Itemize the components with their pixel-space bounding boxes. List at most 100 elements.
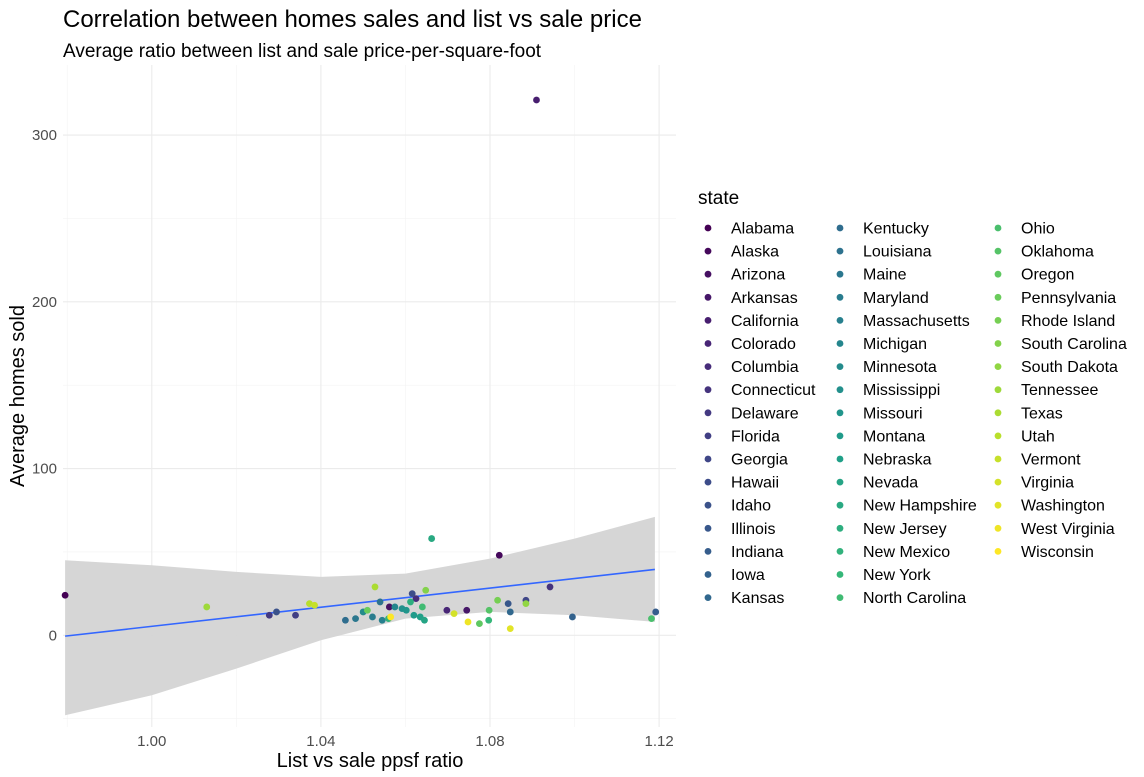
legend-items: Alabama Alaska Arizona Arkansas California Co… <box>704 221 1127 607</box>
y-axis-ticks: 0 100 200 300 <box>32 127 57 644</box>
legend-key <box>994 363 1002 370</box>
confidence-band <box>65 516 655 716</box>
point-pennsylvania <box>363 606 371 614</box>
point-virginia <box>450 610 458 618</box>
legend-key <box>836 432 844 440</box>
legend-label: Montana <box>863 428 925 445</box>
legend-key <box>836 270 844 278</box>
legend-key <box>704 363 712 370</box>
chart-subtitle: Average ratio between list and sale pric… <box>63 41 542 62</box>
point-maine <box>352 615 359 623</box>
legend-key <box>704 432 712 440</box>
legend-key <box>994 548 1002 555</box>
y-tick-label: 300 <box>32 127 57 144</box>
legend-label: South Carolina <box>1021 336 1127 353</box>
legend-key <box>704 409 712 417</box>
legend-key <box>994 317 1002 324</box>
point-rhode-island <box>494 596 501 604</box>
point-kansas <box>506 608 514 616</box>
legend-label: Oklahoma <box>1021 244 1094 261</box>
point-maryland <box>369 613 376 621</box>
legend-key <box>704 571 712 578</box>
legend-label: Illinois <box>731 521 775 538</box>
trend-line-layer <box>65 568 655 637</box>
point-delaware <box>265 611 273 619</box>
x-tick-label: 1.04 <box>306 733 335 750</box>
legend: state Alabama Alaska Arizona Arkansas Califo… <box>698 188 1127 607</box>
point-new-hampshire <box>428 535 436 542</box>
legend-key <box>704 270 712 278</box>
legend-key <box>994 224 1002 232</box>
point-indiana <box>652 608 660 616</box>
legend-label: Connecticut <box>731 382 816 399</box>
legend-label: Washington <box>1021 498 1105 515</box>
legend-label: Vermont <box>1021 452 1081 469</box>
legend-label: New Mexico <box>863 544 950 561</box>
x-axis-ticks: 1.00 1.04 1.08 1.12 <box>137 733 674 750</box>
legend-label: Minnesota <box>863 359 937 376</box>
point-michigan <box>391 603 399 611</box>
legend-key <box>704 548 712 555</box>
legend-key <box>836 409 844 417</box>
legend-label: Nebraska <box>863 452 932 469</box>
point-vermont <box>311 601 318 609</box>
point-missouri <box>402 606 410 614</box>
point-new-jersey <box>407 598 414 606</box>
point-massachusetts <box>378 616 386 624</box>
legend-label: Arkansas <box>731 290 798 307</box>
legend-label: New York <box>863 567 932 584</box>
point-wisconsin <box>387 613 395 621</box>
legend-key <box>836 317 844 324</box>
points-layer <box>61 96 660 633</box>
legend-label: Columbia <box>731 359 799 376</box>
point-hawaii <box>408 590 416 597</box>
legend-key <box>994 455 1002 463</box>
legend-key <box>704 524 712 532</box>
legend-label: South Dakota <box>1021 359 1118 376</box>
point-tennessee <box>203 603 211 611</box>
legend-label: Idaho <box>731 498 771 515</box>
point-washington <box>506 625 514 633</box>
legend-key <box>836 478 844 486</box>
legend-key <box>704 594 712 601</box>
point-florida <box>292 611 299 619</box>
legend-label: Michigan <box>863 336 927 353</box>
legend-key <box>994 270 1002 278</box>
legend-key <box>704 478 712 486</box>
point-south-dakota <box>522 600 530 608</box>
legend-key <box>836 524 844 532</box>
point-montana <box>410 611 418 619</box>
legend-key <box>836 548 844 555</box>
legend-label: Tennessee <box>1021 382 1098 399</box>
legend-label: Ohio <box>1021 221 1055 238</box>
x-axis-title: List vs sale ppsf ratio <box>277 750 464 772</box>
legend-key <box>836 571 844 578</box>
point-alabama <box>61 591 69 599</box>
legend-label: Florida <box>731 428 780 445</box>
legend-label: California <box>731 313 799 330</box>
legend-key <box>704 224 712 232</box>
point-west-virginia <box>464 618 472 626</box>
legend-key <box>994 524 1002 532</box>
legend-label: Kentucky <box>863 221 929 238</box>
legend-label: Pennsylvania <box>1021 290 1116 307</box>
point-oklahoma <box>485 606 493 614</box>
point-texas <box>371 583 379 591</box>
point-arkansas <box>463 606 471 614</box>
legend-label: Alabama <box>731 221 794 238</box>
point-colorado <box>443 606 451 614</box>
point-california <box>533 96 540 104</box>
legend-label: Utah <box>1021 428 1055 445</box>
trend-line <box>65 568 655 637</box>
legend-key <box>836 386 844 394</box>
point-idaho <box>273 608 280 616</box>
legend-label: Hawaii <box>731 475 779 492</box>
point-alaska <box>495 551 503 559</box>
legend-label: New Jersey <box>863 521 947 538</box>
legend-label: Nevada <box>863 475 918 492</box>
legend-key <box>704 293 712 301</box>
x-tick-label: 1.00 <box>137 733 166 750</box>
legend-key <box>994 501 1002 509</box>
legend-label: Kansas <box>731 590 784 607</box>
